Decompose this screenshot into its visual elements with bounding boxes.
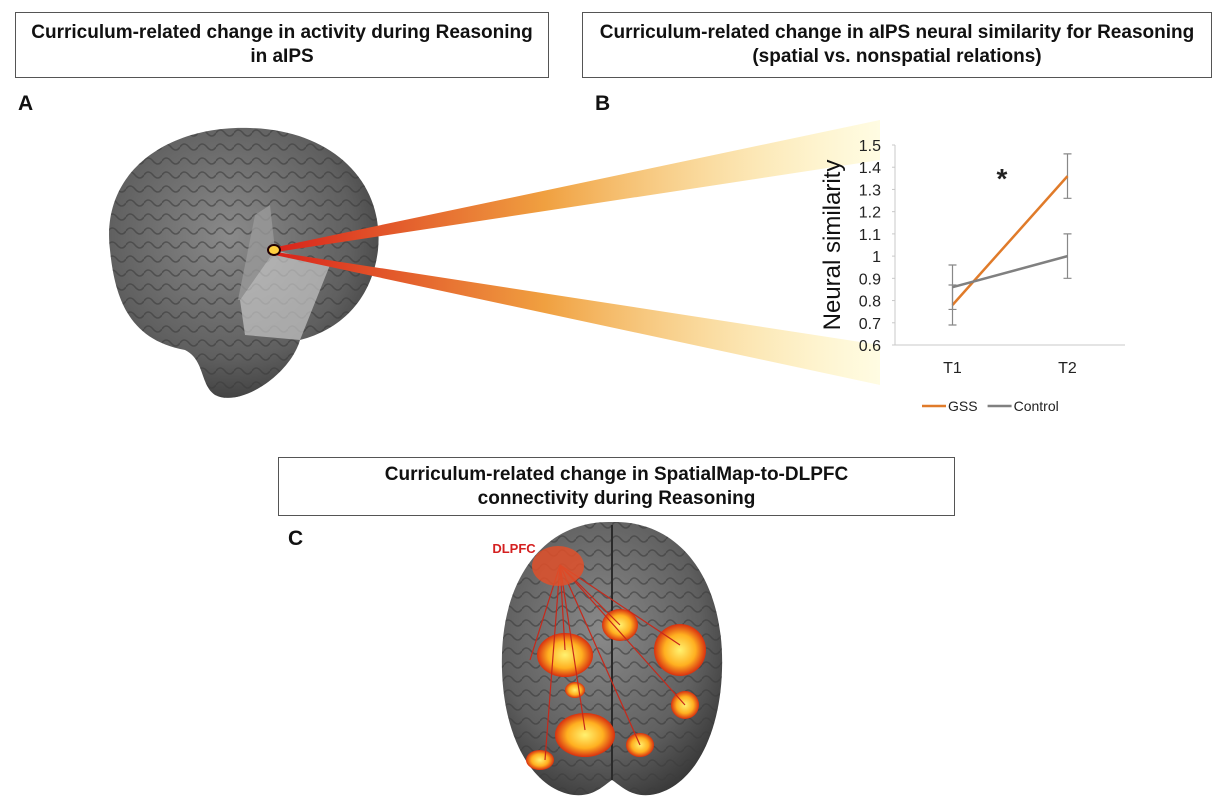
panel-title: Curriculum-related change in aIPS neural… [582,12,1212,78]
y-axis-label: Neural similarity [819,160,846,331]
panel-letter: C [288,527,303,551]
panel-title: Curriculum-related change in SpatialMap-… [278,457,955,516]
y-tick-label: 0.7 [859,316,881,333]
y-tick-label: 0.6 [859,338,881,355]
y-tick-label: 1.1 [859,227,881,244]
x-tick-label: T2 [1058,360,1077,377]
x-tick-label: T1 [943,360,962,377]
figure-graphics: DLPFC 0.6 0.7 0.8 0.9 1 1.1 1.2 1.3 1.4 1.5 T1 T2 Ne… [0,0,1225,802]
legend-label: Control [1014,398,1059,414]
dlpfc-seed [532,546,584,586]
y-tick-label: 1.5 [859,138,881,155]
legend-label: GSS [948,398,978,414]
y-tick-label: 0.9 [859,271,881,288]
aips-cluster [268,245,280,255]
y-tick-label: 0.8 [859,294,881,311]
panel-letter: A [18,92,33,116]
y-tick-label: 1.4 [859,160,881,177]
annotation: * [997,163,1008,194]
panel-title: Curriculum-related change in activity du… [15,12,549,78]
panel-letter: B [595,92,610,116]
y-tick-label: 1.3 [859,182,881,199]
y-tick-label: 1 [872,249,881,266]
data-line [953,256,1068,287]
figure: {"panels": [ {"letter": "A", "title": "C… [0,0,1225,802]
y-tick-label: 1.2 [859,205,881,222]
region-label: DLPFC [492,541,536,556]
data-line [953,176,1068,305]
